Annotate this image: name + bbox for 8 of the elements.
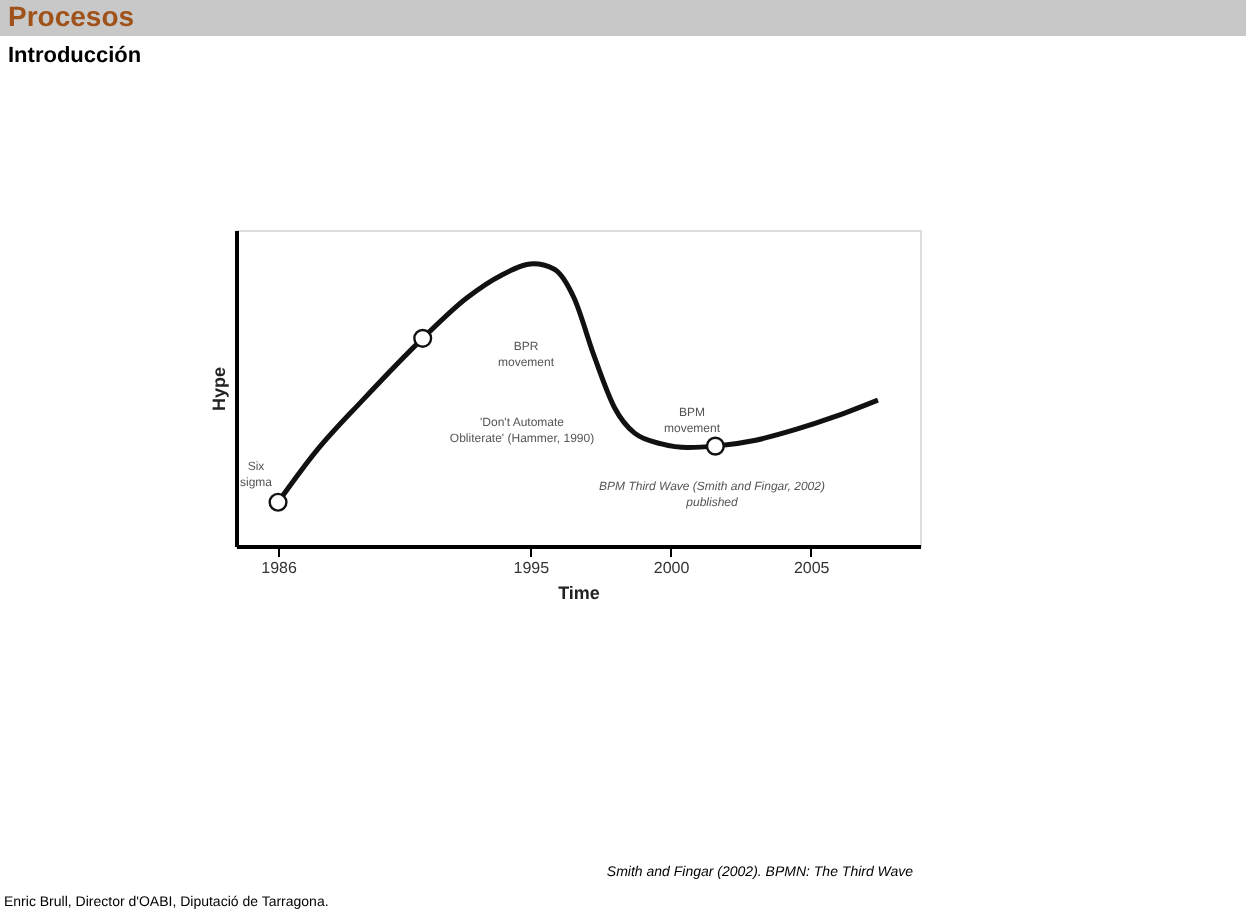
chart-subtitle: Introducción [8,44,142,68]
x-tick-label: 2005 [793,559,831,577]
y-axis-title: Hype [209,366,229,412]
x-tick-label: 1986 [261,559,298,577]
x-tick-label: 2000 [653,559,691,577]
x-axis-title: Time [558,583,600,603]
chart-title: Procesos [8,0,135,32]
x-tick-label: 1995 [513,559,551,577]
